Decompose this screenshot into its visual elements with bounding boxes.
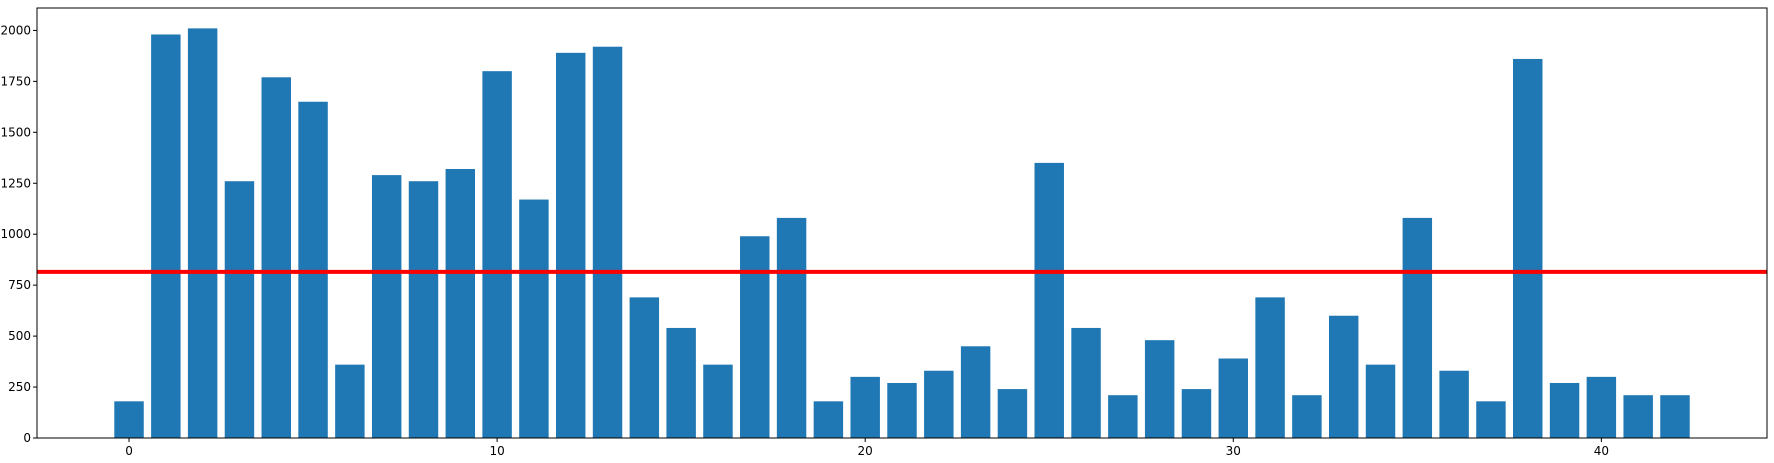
bar-7 — [371, 175, 402, 439]
bar-25 — [1034, 162, 1064, 438]
bar-37 — [1476, 401, 1506, 438]
y-tick-label: 1750 — [0, 74, 31, 88]
y-tick-label: 250 — [8, 380, 31, 394]
bar-29 — [1181, 389, 1212, 438]
y-tick-label: 1500 — [0, 125, 31, 139]
bar-27 — [1108, 395, 1138, 438]
plot-frame — [36, 7, 1768, 439]
bar-41 — [1623, 395, 1653, 438]
bar-33 — [1328, 315, 1359, 438]
y-tick-label: 1250 — [0, 176, 31, 190]
bar-12 — [556, 52, 586, 438]
bar-1 — [151, 34, 181, 439]
y-tick-label: 2000 — [0, 23, 31, 37]
bar-20 — [850, 376, 880, 438]
bar-19 — [813, 401, 844, 438]
bar-3 — [224, 181, 255, 438]
y-tick-label: 0 — [23, 431, 31, 445]
bar-6 — [335, 364, 365, 438]
bar-40 — [1586, 376, 1617, 438]
plot-background — [37, 8, 1767, 438]
bar-23 — [960, 346, 991, 438]
bar-35 — [1402, 217, 1433, 438]
bar-9 — [445, 169, 476, 438]
x-tick-label: 30 — [1226, 444, 1241, 458]
bar-36 — [1439, 370, 1469, 438]
bar-8 — [408, 181, 439, 438]
bar-31 — [1255, 297, 1285, 438]
bar-39 — [1549, 382, 1580, 438]
bar-34 — [1365, 364, 1396, 438]
bar-18 — [776, 217, 807, 438]
y-axis: 0 250 500 750 1000 1250 1500 1750 2000 — [0, 23, 37, 445]
bar-14 — [629, 297, 660, 438]
bar-24 — [997, 389, 1028, 438]
bar-32 — [1292, 395, 1322, 438]
bar-0 — [114, 401, 144, 438]
x-tick-label: 0 — [125, 444, 133, 458]
bar-15 — [666, 327, 696, 438]
bar-21 — [887, 382, 917, 438]
bar-30 — [1218, 358, 1248, 438]
y-tick-label: 1000 — [0, 227, 31, 241]
x-tick-label: 10 — [489, 444, 504, 458]
bar-13 — [592, 46, 623, 438]
bar-42 — [1660, 395, 1690, 438]
bar-4 — [261, 77, 291, 438]
y-tick-label: 500 — [8, 329, 31, 343]
bar-16 — [703, 364, 733, 438]
bar-17 — [740, 236, 770, 438]
bar-10 — [482, 71, 512, 439]
bars-group — [114, 28, 1690, 439]
x-axis: 0 10 20 30 40 — [125, 438, 1609, 458]
x-tick-label: 20 — [858, 444, 873, 458]
y-tick-label: 750 — [8, 278, 31, 292]
bar-5 — [298, 101, 328, 439]
bar-2 — [187, 28, 218, 438]
bar-26 — [1071, 327, 1101, 438]
bar-22 — [924, 370, 954, 438]
bar-11 — [519, 199, 549, 438]
bar-28 — [1144, 340, 1175, 438]
bar-38 — [1513, 58, 1543, 438]
x-tick-label: 40 — [1594, 444, 1609, 458]
